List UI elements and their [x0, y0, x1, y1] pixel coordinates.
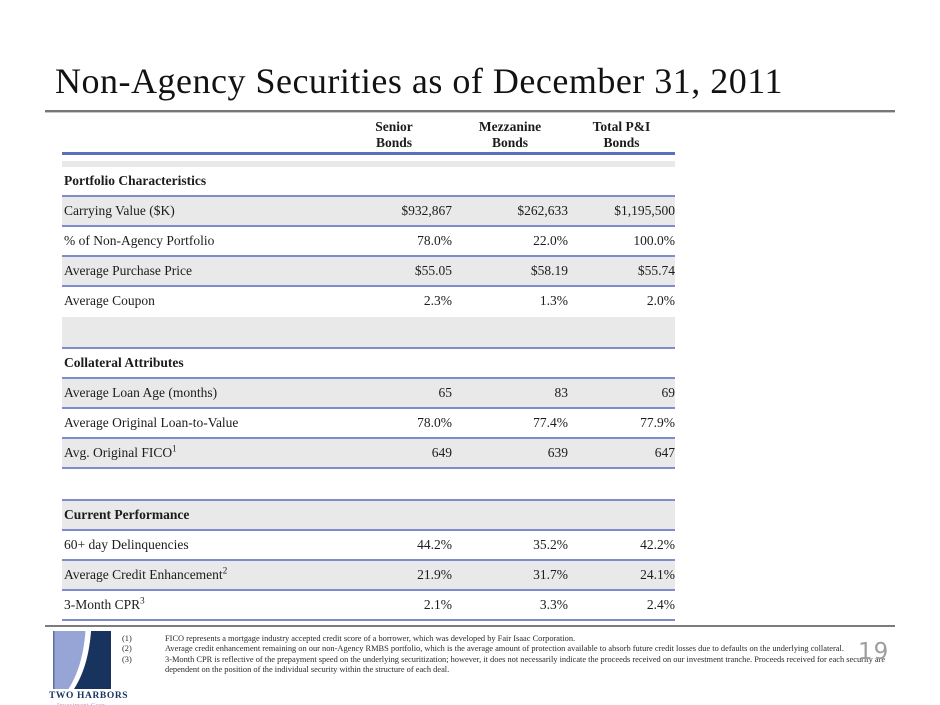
row-value: 69	[661, 385, 676, 400]
row-value: 35.2%	[533, 537, 568, 552]
row-value: 78.0%	[417, 233, 452, 248]
table-body: Portfolio Characteristics Carrying Value …	[62, 156, 675, 621]
column-header-line2: Bonds	[603, 135, 640, 150]
row-value: $55.05	[414, 263, 452, 278]
column-header-line1: Total P&I	[592, 119, 651, 134]
footnote-1: (1) FICO represents a mortgage industry …	[122, 634, 887, 644]
row-label: Average Loan Age (months)	[64, 385, 218, 400]
table-header-rule	[62, 152, 675, 155]
row-value: $55.74	[637, 263, 675, 278]
footnote-marker: 2	[222, 565, 228, 576]
table-row: Avg. Original FICO1 649 639 647	[62, 439, 675, 469]
row-label: Portfolio Characteristics	[64, 173, 207, 188]
row-label: Collateral Attributes	[64, 355, 184, 370]
row-value: 78.0%	[417, 415, 452, 430]
title-divider	[45, 110, 895, 113]
row-value: 24.1%	[640, 567, 675, 582]
section-row: Collateral Attributes	[62, 349, 675, 379]
row-value: 77.9%	[640, 415, 675, 430]
logo-company-name: TWO HARBORS	[49, 691, 129, 701]
row-value: 44.2%	[417, 537, 452, 552]
row-value: 2.1%	[423, 597, 452, 612]
logo-company-subtitle: Investment Corp.	[49, 702, 115, 705]
footnote-text: Average credit enhancement remaining on …	[165, 644, 844, 654]
table-column-headers: Senior Bonds Mezzanine Bonds Total P&I B…	[62, 119, 675, 151]
row-value: 21.9%	[417, 567, 452, 582]
row-label: Current Performance	[64, 507, 190, 522]
table-row: Average Purchase Price $55.05 $58.19 $55.74	[62, 257, 675, 287]
footnote-number: (2)	[122, 644, 132, 654]
row-value: 83	[554, 385, 569, 400]
row-value: 65	[438, 385, 453, 400]
column-header-spacer	[62, 119, 336, 151]
table-row: Average Loan Age (months) 65 83 69	[62, 379, 675, 409]
column-header-line1: Mezzanine	[478, 119, 542, 134]
table-row: Average Credit Enhancement2 21.9% 31.7% 24.…	[62, 561, 675, 591]
spacer-row	[62, 469, 675, 501]
row-value: $262,633	[517, 203, 568, 218]
footnote-number: (1)	[122, 634, 132, 643]
row-value: 1.3%	[539, 293, 568, 308]
table-row: % of Non-Agency Portfolio 78.0% 22.0% 100.0…	[62, 227, 675, 257]
row-value: 647	[654, 445, 675, 460]
row-value: 100.0%	[633, 233, 675, 248]
row-value: $58.19	[530, 263, 568, 278]
row-value: 42.2%	[640, 537, 675, 552]
footnote-number: (3)	[122, 654, 132, 664]
row-label: Avg. Original FICO1	[64, 443, 177, 460]
row-value: 22.0%	[533, 233, 568, 248]
row-value: 77.4%	[533, 415, 568, 430]
table-row: Average Original Loan-to-Value 78.0% 77.4%…	[62, 409, 675, 439]
footnote-text: 3-Month CPR is reflective of the prepaym…	[165, 654, 886, 675]
row-label: 60+ day Delinquencies	[64, 537, 189, 552]
column-header-total-pi-bonds: Total P&I Bonds	[568, 119, 675, 151]
row-label: Average Credit Enhancement2	[64, 565, 228, 582]
row-value: 639	[547, 445, 568, 460]
section-row: Portfolio Characteristics	[62, 167, 675, 197]
row-value: 2.3%	[423, 293, 452, 308]
column-header-senior-bonds: Senior Bonds	[336, 119, 452, 151]
column-header-line1: Senior	[375, 119, 413, 134]
row-label: Average Original Loan-to-Value	[64, 415, 239, 430]
table-row: Average Coupon 2.3% 1.3% 2.0%	[62, 287, 675, 317]
footnotes: (1) FICO represents a mortgage industry …	[122, 634, 887, 676]
table-row: Carrying Value ($K) $932,867 $262,633 $1,19…	[62, 197, 675, 227]
row-label: Average Purchase Price	[64, 263, 192, 278]
row-label: Average Coupon	[64, 293, 155, 308]
row-label: % of Non-Agency Portfolio	[64, 233, 215, 248]
section-row: Current Performance	[62, 501, 675, 531]
column-header-mezzanine-bonds: Mezzanine Bonds	[452, 119, 568, 151]
page-number: 19	[858, 639, 890, 665]
table-row: 60+ day Delinquencies 44.2% 35.2% 42.2%	[62, 531, 675, 561]
column-header-line2: Bonds	[491, 135, 529, 150]
spacer-row	[62, 317, 675, 349]
footnote-marker: 1	[172, 443, 177, 454]
row-value: $1,195,500	[614, 203, 675, 218]
row-value: 2.0%	[646, 293, 675, 308]
row-label: 3-Month CPR3	[64, 595, 145, 612]
row-value: 31.7%	[533, 567, 568, 582]
row-value: 649	[431, 445, 452, 460]
row-value: 3.3%	[539, 597, 568, 612]
row-label: Carrying Value ($K)	[64, 203, 175, 218]
footnote-marker: 3	[140, 595, 145, 606]
footnote-text: FICO represents a mortgage industry acce…	[165, 634, 576, 643]
footnote-3: (3) 3-Month CPR is reflective of the pre…	[122, 655, 887, 676]
footnote-2: (2) Average credit enhancement remaining…	[122, 644, 887, 654]
row-value: 2.4%	[646, 597, 675, 612]
row-value: $932,867	[401, 203, 452, 218]
footer-divider	[45, 625, 895, 627]
page-title: Non-Agency Securities as of December 31,…	[55, 61, 783, 101]
column-header-line2: Bonds	[375, 135, 413, 150]
two-harbors-swoosh-icon	[53, 631, 111, 689]
strip-row	[62, 161, 675, 167]
table-row: 3-Month CPR3 2.1% 3.3% 2.4%	[62, 591, 675, 621]
two-harbors-logo: TWO HARBORS Investment Corp.	[49, 631, 129, 705]
